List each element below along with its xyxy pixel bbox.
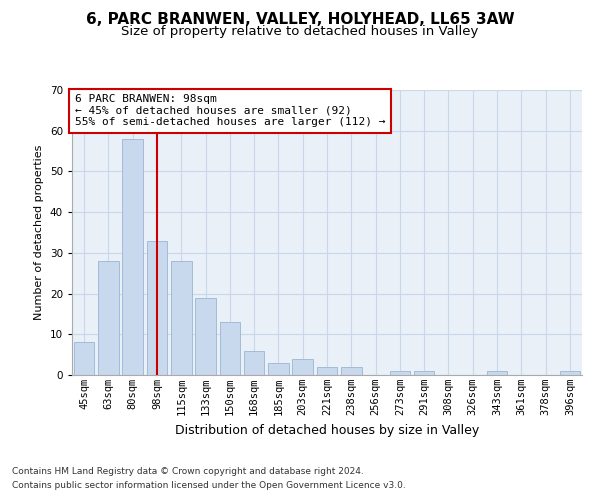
Bar — [74, 342, 94, 375]
Text: 6 PARC BRANWEN: 98sqm
← 45% of detached houses are smaller (92)
55% of semi-deta: 6 PARC BRANWEN: 98sqm ← 45% of detached … — [74, 94, 385, 128]
Bar — [292, 358, 313, 375]
Bar — [268, 363, 289, 375]
Y-axis label: Number of detached properties: Number of detached properties — [34, 145, 44, 320]
Text: Size of property relative to detached houses in Valley: Size of property relative to detached ho… — [121, 25, 479, 38]
Bar — [98, 261, 119, 375]
Bar — [560, 371, 580, 375]
Bar — [122, 139, 143, 375]
Bar — [244, 350, 265, 375]
Bar — [146, 240, 167, 375]
Bar — [317, 367, 337, 375]
Bar — [195, 298, 216, 375]
Bar — [220, 322, 240, 375]
Text: Contains public sector information licensed under the Open Government Licence v3: Contains public sector information licen… — [12, 481, 406, 490]
Bar — [171, 261, 191, 375]
X-axis label: Distribution of detached houses by size in Valley: Distribution of detached houses by size … — [175, 424, 479, 436]
Text: 6, PARC BRANWEN, VALLEY, HOLYHEAD, LL65 3AW: 6, PARC BRANWEN, VALLEY, HOLYHEAD, LL65 … — [86, 12, 514, 28]
Bar — [487, 371, 508, 375]
Bar — [414, 371, 434, 375]
Bar — [341, 367, 362, 375]
Bar — [389, 371, 410, 375]
Text: Contains HM Land Registry data © Crown copyright and database right 2024.: Contains HM Land Registry data © Crown c… — [12, 467, 364, 476]
